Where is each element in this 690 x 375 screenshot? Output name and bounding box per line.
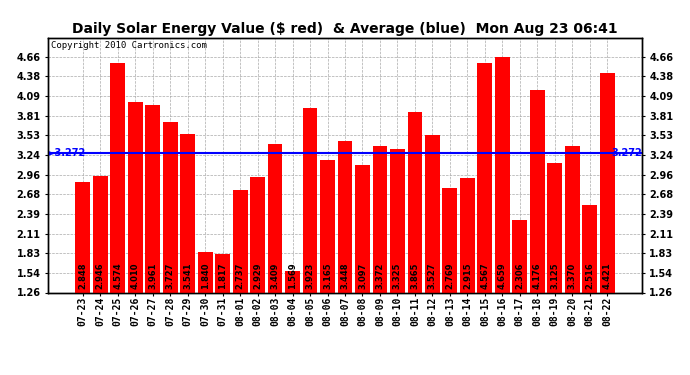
- Bar: [197, 252, 213, 375]
- Bar: [460, 178, 475, 375]
- Bar: [320, 160, 335, 375]
- Bar: [530, 90, 545, 375]
- Text: 3.272: 3.272: [611, 148, 642, 158]
- Bar: [373, 146, 387, 375]
- Bar: [233, 190, 248, 375]
- Bar: [128, 102, 143, 375]
- Bar: [163, 122, 177, 375]
- Text: 3.541: 3.541: [183, 262, 192, 289]
- Text: 3.165: 3.165: [323, 262, 332, 289]
- Bar: [355, 165, 370, 375]
- Text: 4.010: 4.010: [130, 262, 139, 289]
- Text: 4.567: 4.567: [480, 262, 489, 289]
- Text: 1.817: 1.817: [218, 262, 227, 289]
- Bar: [408, 112, 422, 375]
- Text: Copyright 2010 Cartronics.com: Copyright 2010 Cartronics.com: [51, 41, 207, 50]
- Bar: [337, 141, 353, 375]
- Text: 3.097: 3.097: [358, 263, 367, 289]
- Text: 4.659: 4.659: [498, 262, 507, 289]
- Text: 3.923: 3.923: [306, 262, 315, 289]
- Text: 3.448: 3.448: [340, 262, 350, 289]
- Bar: [582, 206, 598, 375]
- Text: 1.840: 1.840: [201, 262, 210, 289]
- Text: 2.769: 2.769: [446, 262, 455, 289]
- Text: 3.372: 3.372: [375, 262, 384, 289]
- Bar: [565, 146, 580, 375]
- Bar: [215, 254, 230, 375]
- Text: 2.946: 2.946: [96, 262, 105, 289]
- Bar: [110, 63, 125, 375]
- Text: 3.727: 3.727: [166, 262, 175, 289]
- Text: 2.306: 2.306: [515, 262, 524, 289]
- Bar: [600, 74, 615, 375]
- Text: 2.929: 2.929: [253, 262, 262, 289]
- Text: 2.516: 2.516: [585, 262, 594, 289]
- Bar: [495, 57, 510, 375]
- Bar: [268, 144, 282, 375]
- Text: 3.409: 3.409: [270, 262, 279, 289]
- Bar: [547, 163, 562, 375]
- Bar: [303, 108, 317, 375]
- Text: 2.915: 2.915: [463, 262, 472, 289]
- Bar: [425, 135, 440, 375]
- Bar: [250, 177, 265, 375]
- Text: 2.737: 2.737: [235, 262, 244, 289]
- Text: 4.176: 4.176: [533, 262, 542, 289]
- Bar: [145, 105, 160, 375]
- Bar: [75, 183, 90, 375]
- Text: 4.574: 4.574: [113, 262, 122, 289]
- Text: 3.527: 3.527: [428, 262, 437, 289]
- Text: 3.325: 3.325: [393, 262, 402, 289]
- Bar: [513, 220, 527, 375]
- Bar: [477, 63, 493, 375]
- Bar: [92, 176, 108, 375]
- Text: 3.865: 3.865: [411, 262, 420, 289]
- Text: 3.961: 3.961: [148, 262, 157, 289]
- Bar: [390, 149, 405, 375]
- Title: Daily Solar Energy Value ($ red)  & Average (blue)  Mon Aug 23 06:41: Daily Solar Energy Value ($ red) & Avera…: [72, 22, 618, 36]
- Text: 2.848: 2.848: [78, 262, 87, 289]
- Bar: [285, 271, 300, 375]
- Text: 4.421: 4.421: [603, 262, 612, 289]
- Text: ►3.272: ►3.272: [48, 148, 86, 158]
- Text: 3.125: 3.125: [551, 262, 560, 289]
- Bar: [442, 188, 457, 375]
- Text: 1.569: 1.569: [288, 262, 297, 289]
- Bar: [180, 135, 195, 375]
- Text: 3.370: 3.370: [568, 263, 577, 289]
